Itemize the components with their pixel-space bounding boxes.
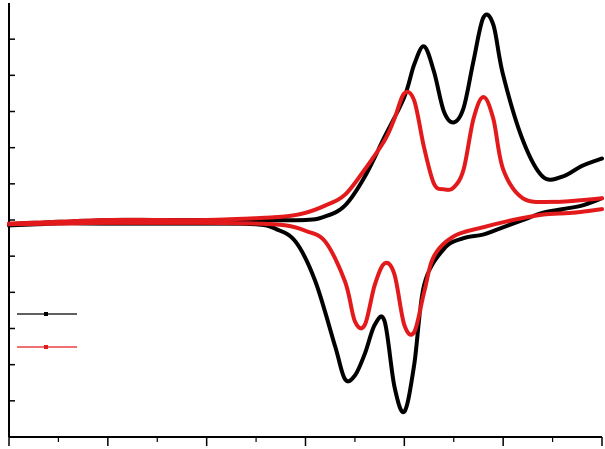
series-1-forward-scan [7,12,604,226]
series-2-reverse-scan [7,207,604,337]
series-2-forward-scan [7,89,604,226]
series-layer [7,12,604,415]
series-2 [7,89,604,337]
legend-marker-1 [44,312,48,316]
legend [17,312,77,349]
axes [8,3,603,446]
legend-marker-2 [44,345,48,349]
